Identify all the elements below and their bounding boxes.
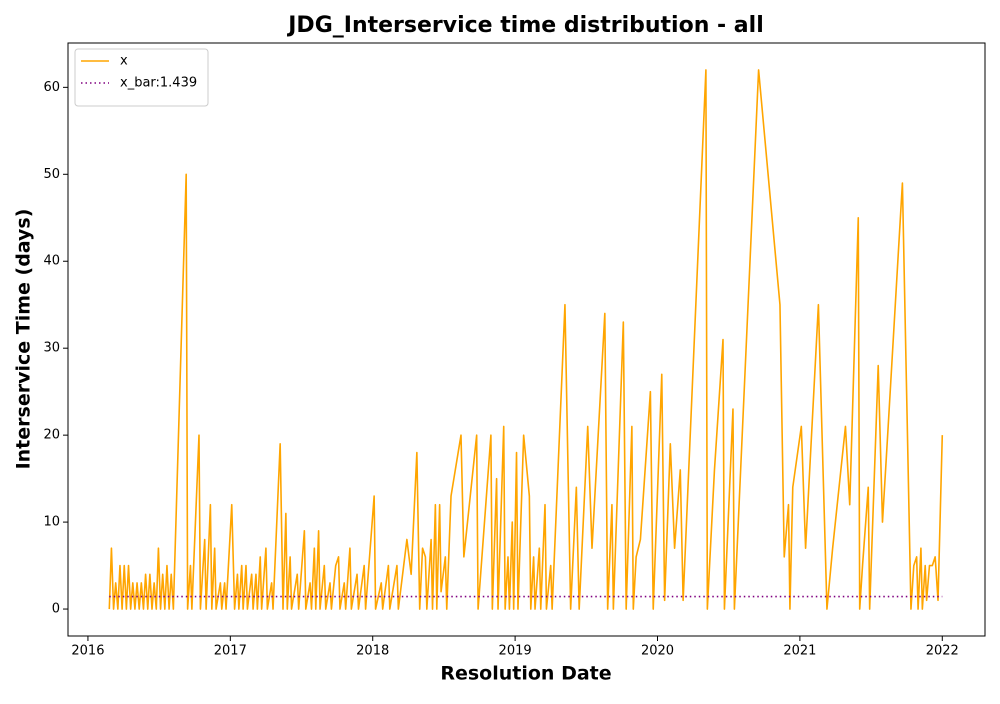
y-tick-label: 20 (43, 428, 60, 443)
legend-box (74, 48, 209, 107)
legend-label: x_bar:1.439 (120, 76, 197, 91)
x-tick-label: 2021 (783, 644, 816, 659)
x-tick-label: 2019 (499, 644, 532, 659)
x-tick-label: 2018 (356, 644, 389, 659)
y-tick-label: 10 (43, 515, 60, 530)
x-tick-label: 2017 (214, 644, 247, 659)
y-tick-label: 60 (43, 80, 60, 95)
legend-label: x (120, 54, 128, 69)
y-tick-label: 0 (52, 602, 60, 617)
x-tick-label: 2022 (926, 644, 959, 659)
y-tick-label: 40 (43, 254, 60, 269)
data-line (108, 69, 944, 610)
y-tick-label: 50 (43, 167, 60, 182)
x-axis-label: Resolution Date (440, 663, 611, 685)
chart-title: JDG_Interservice time distribution - all (286, 13, 763, 38)
x-tick-label: 2020 (641, 644, 674, 659)
plot-frame (67, 42, 986, 637)
y-tick-label: 30 (43, 341, 60, 356)
x-tick-label: 2016 (71, 644, 104, 659)
y-axis-label: Interservice Time (days) (13, 209, 35, 470)
